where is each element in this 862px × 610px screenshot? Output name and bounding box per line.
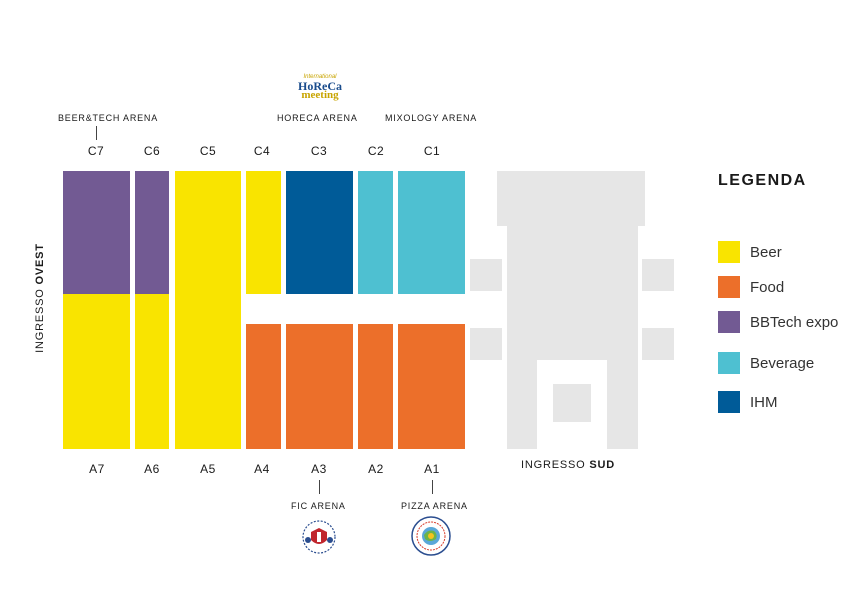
south-building-leg-right (607, 360, 638, 449)
entrance-south-prefix: INGRESSO (521, 459, 590, 471)
hall-c3[interactable] (286, 171, 353, 294)
legend-swatch-bbtech (718, 311, 740, 333)
hall-label-c6: C6 (143, 144, 161, 158)
hall-a4[interactable] (246, 324, 281, 449)
pizza-championship-logo (410, 515, 452, 557)
legend-item-ihm: IHM (718, 391, 778, 413)
arena-horeca: HORECA ARENA (277, 113, 358, 123)
hall-c1[interactable] (398, 171, 465, 294)
south-building-top (497, 171, 645, 226)
fic-emblem-icon (302, 520, 336, 554)
hall-label-c2: C2 (367, 144, 385, 158)
horeca-logo-line2: HoReCa (298, 79, 342, 93)
pizza-globe-icon (411, 516, 451, 556)
hall-c2[interactable] (358, 171, 393, 294)
hall-label-a6: A6 (144, 462, 160, 476)
legend-swatch-beer (718, 241, 740, 263)
hall-label-a4: A4 (254, 462, 270, 476)
legend-label-bbtech: BBTech expo (750, 313, 839, 331)
fic-logo (299, 518, 339, 556)
entrance-south-bold: SUD (589, 459, 615, 471)
hall-c6[interactable] (135, 171, 169, 294)
hall-label-c3: C3 (310, 144, 328, 158)
hall-a7[interactable] (63, 294, 130, 449)
south-building-leg-left (507, 360, 537, 449)
entrance-south: INGRESSO SUD (521, 459, 615, 471)
legend-item-food: Food (718, 276, 784, 298)
hall-label-a1: A1 (424, 462, 440, 476)
arena-mixology: MIXOLOGY ARENA (385, 113, 478, 123)
hall-a1[interactable] (398, 324, 465, 449)
legend-label-beer: Beer (750, 243, 782, 261)
arena-pizza-tick (432, 480, 433, 494)
south-building-inner-square (553, 384, 591, 422)
entrance-west-prefix: INGRESSO (34, 284, 46, 353)
hall-label-a3: A3 (311, 462, 327, 476)
side-square-left-bottom (470, 328, 502, 360)
horeca-logo-line3: meeting (301, 89, 339, 101)
horeca-meeting-logo: International HoReCa meeting (292, 74, 348, 104)
hall-label-a5: A5 (200, 462, 216, 476)
legend-swatch-ihm (718, 391, 740, 413)
hall-a2[interactable] (358, 324, 393, 449)
horeca-logo-line1: International (303, 74, 337, 80)
arena-fic-tick (319, 480, 320, 494)
side-square-right-bottom (642, 328, 674, 360)
legend-label-ihm: IHM (750, 393, 778, 411)
hall-label-c5: C5 (199, 144, 217, 158)
hall-a6[interactable] (135, 294, 169, 449)
hall-a3[interactable] (286, 324, 353, 449)
entrance-west: INGRESSO OVEST (34, 238, 46, 358)
hall-label-a2: A2 (368, 462, 384, 476)
legend-label-beverage: Beverage (750, 354, 815, 372)
legend-title: LEGENDA (718, 172, 807, 189)
entrance-west-bold: OVEST (34, 243, 46, 285)
arena-beer-tech-tick (96, 126, 97, 140)
arena-pizza: PIZZA ARENA (401, 501, 468, 511)
hall-label-a7: A7 (89, 462, 105, 476)
arena-beer-tech: BEER&TECH ARENA (58, 113, 159, 123)
south-building-body (507, 226, 638, 360)
hall-label-c1: C1 (423, 144, 441, 158)
legend-item-bbtech: BBTech expo (718, 311, 838, 333)
hall-label-c4: C4 (253, 144, 271, 158)
arena-fic: FIC ARENA (291, 501, 346, 511)
legend-swatch-food (718, 276, 740, 298)
hall-c7[interactable] (63, 171, 130, 294)
hall-label-c7: C7 (87, 144, 105, 158)
side-square-left-top (470, 259, 502, 291)
legend-item-beer: Beer (718, 241, 782, 263)
legend-label-food: Food (750, 278, 785, 296)
legend-item-beverage: Beverage (718, 352, 814, 374)
hall-c4[interactable] (246, 171, 281, 294)
legend-swatch-beverage (718, 352, 740, 374)
hall-c5-a5[interactable] (175, 171, 241, 449)
side-square-right-top (642, 259, 674, 291)
